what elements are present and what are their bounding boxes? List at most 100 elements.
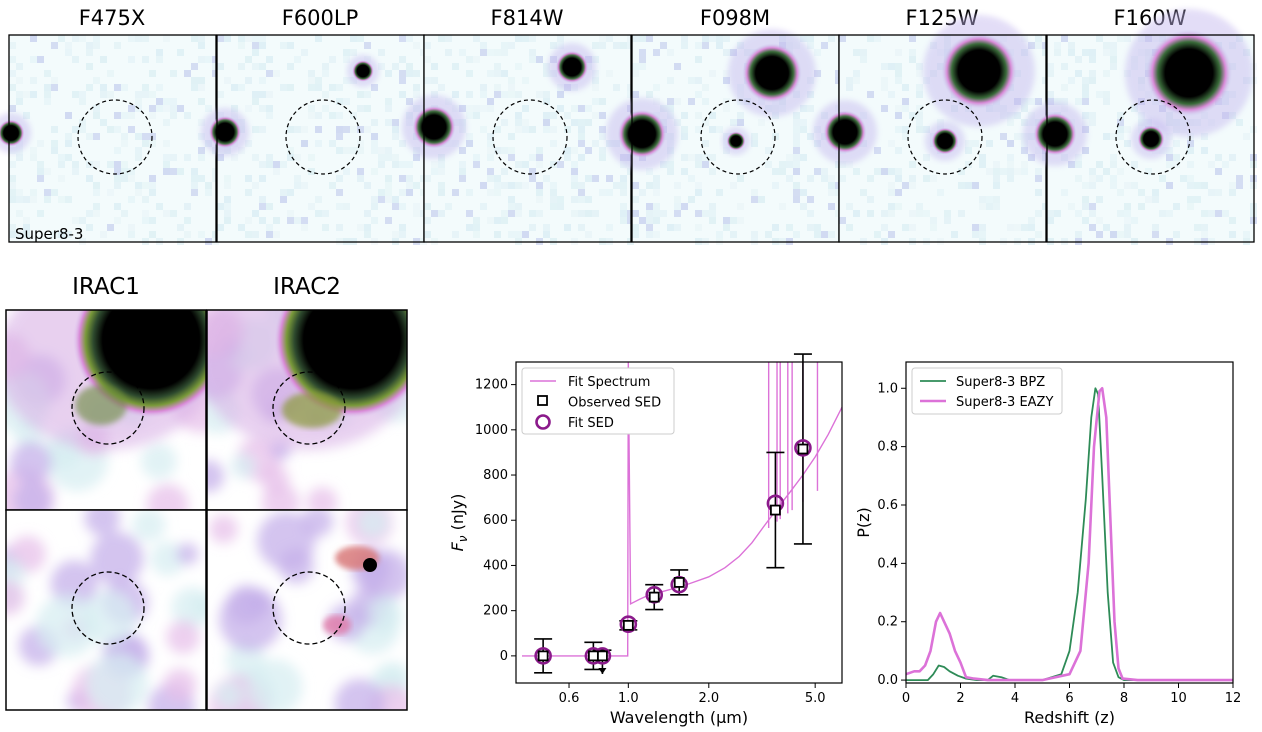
noise-pixel	[993, 175, 1000, 182]
noise-pixel	[632, 231, 639, 238]
noise-pixel	[431, 63, 438, 70]
noise-pixel	[1061, 98, 1068, 105]
noise-pixel	[550, 140, 557, 147]
noise-pixel	[205, 105, 212, 112]
noise-pixel	[156, 84, 163, 91]
stamp-frame	[1046, 34, 1255, 243]
noise-pixel	[765, 147, 772, 154]
noise-pixel	[170, 112, 177, 119]
noise-pixel	[431, 210, 438, 217]
noise-pixel	[184, 154, 191, 161]
observed-point	[622, 619, 634, 631]
noise-pixel	[515, 63, 522, 70]
noise-pixel	[909, 175, 916, 182]
noise-pixel	[1117, 168, 1124, 175]
irac-label-2: IRAC2	[273, 274, 341, 300]
noise-pixel	[336, 175, 343, 182]
noise-pixel	[399, 175, 406, 182]
noise-pixel	[114, 84, 121, 91]
noise-pixel	[501, 182, 508, 189]
noise-pixel	[72, 217, 79, 224]
noise-pixel	[224, 182, 231, 189]
noise-pixel	[881, 224, 888, 231]
noise-pixel	[329, 56, 336, 63]
irac-green-patch	[282, 392, 342, 428]
noise-pixel	[9, 84, 16, 91]
noise-pixel	[1131, 105, 1138, 112]
noise-pixel	[653, 203, 660, 210]
noise-pixel	[58, 231, 65, 238]
noise-pixel	[273, 231, 280, 238]
noise-pixel	[1131, 182, 1138, 189]
noise-pixel	[639, 49, 646, 56]
noise-pixel	[501, 147, 508, 154]
noise-pixel	[1075, 154, 1082, 161]
noise-pixel	[1215, 168, 1222, 175]
noise-pixel	[23, 91, 30, 98]
noise-pixel	[392, 119, 399, 126]
noise-pixel	[72, 56, 79, 63]
noise-pixel	[424, 231, 431, 238]
irac-blob	[90, 531, 144, 586]
noise-pixel	[585, 119, 592, 126]
noise-pixel	[578, 224, 585, 231]
irac-blob	[171, 587, 206, 629]
noise-pixel	[515, 210, 522, 217]
noise-pixel	[807, 224, 814, 231]
noise-pixel	[315, 210, 322, 217]
noise-pixel	[688, 77, 695, 84]
noise-pixel	[30, 35, 37, 42]
noise-pixel	[674, 119, 681, 126]
noise-pixel	[459, 161, 466, 168]
noise-pixel	[986, 203, 993, 210]
x-tick-label: 8	[1120, 691, 1128, 706]
noise-pixel	[821, 42, 828, 49]
noise-pixel	[329, 140, 336, 147]
noise-pixel	[163, 168, 170, 175]
irac-blob	[36, 594, 99, 657]
noise-pixel	[702, 154, 709, 161]
noise-pixel	[501, 217, 508, 224]
noise-pixel	[378, 154, 385, 161]
hst-stamp	[1023, 9, 1257, 245]
source	[742, 43, 802, 103]
noise-pixel	[65, 112, 72, 119]
noise-pixel	[807, 42, 814, 49]
noise-pixel	[37, 168, 44, 175]
noise-pixel	[44, 98, 51, 105]
observed-point	[537, 650, 549, 662]
noise-pixel	[895, 203, 902, 210]
irac-blob	[13, 480, 53, 510]
noise-pixel	[466, 91, 473, 98]
noise-pixel	[501, 119, 508, 126]
noise-pixel	[508, 42, 515, 49]
noise-pixel	[723, 35, 730, 42]
noise-pixel	[800, 189, 807, 196]
noise-pixel	[350, 35, 357, 42]
noise-pixel	[1103, 133, 1110, 140]
noise-pixel	[1194, 182, 1201, 189]
noise-pixel	[958, 210, 965, 217]
noise-pixel	[322, 63, 329, 70]
noise-pixel	[487, 175, 494, 182]
noise-pixel	[16, 63, 23, 70]
noise-pixel	[198, 147, 205, 154]
noise-pixel	[1110, 63, 1117, 70]
noise-pixel	[252, 126, 259, 133]
noise-pixel	[695, 112, 702, 119]
noise-pixel	[888, 168, 895, 175]
y-tick-label: 0.0	[877, 673, 898, 688]
y-tick-label: 0	[500, 649, 508, 664]
noise-pixel	[170, 70, 177, 77]
noise-pixel	[93, 210, 100, 217]
noise-pixel	[709, 210, 716, 217]
noise-pixel	[79, 126, 86, 133]
noise-pixel	[1028, 154, 1035, 161]
sed-chart: 0 200 400 600 800 1000 1200 0.6 1.0 2.0 5.0 Wavelen…	[448, 353, 843, 727]
noise-pixel	[1110, 182, 1117, 189]
noise-pixel	[965, 161, 972, 168]
noise-pixel	[44, 189, 51, 196]
noise-pixel	[807, 35, 814, 42]
noise-pixel	[23, 224, 30, 231]
noise-pixel	[807, 210, 814, 217]
